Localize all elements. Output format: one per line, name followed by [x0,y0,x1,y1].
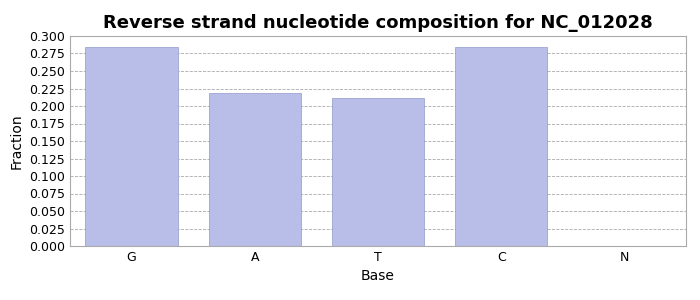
X-axis label: Base: Base [361,269,395,284]
Bar [209,93,301,246]
Bar [455,46,547,246]
Y-axis label: Fraction: Fraction [10,113,24,169]
Bar [332,98,424,246]
Bar [85,46,178,246]
Title: Reverse strand nucleotide composition for NC_012028: Reverse strand nucleotide composition fo… [103,14,653,32]
